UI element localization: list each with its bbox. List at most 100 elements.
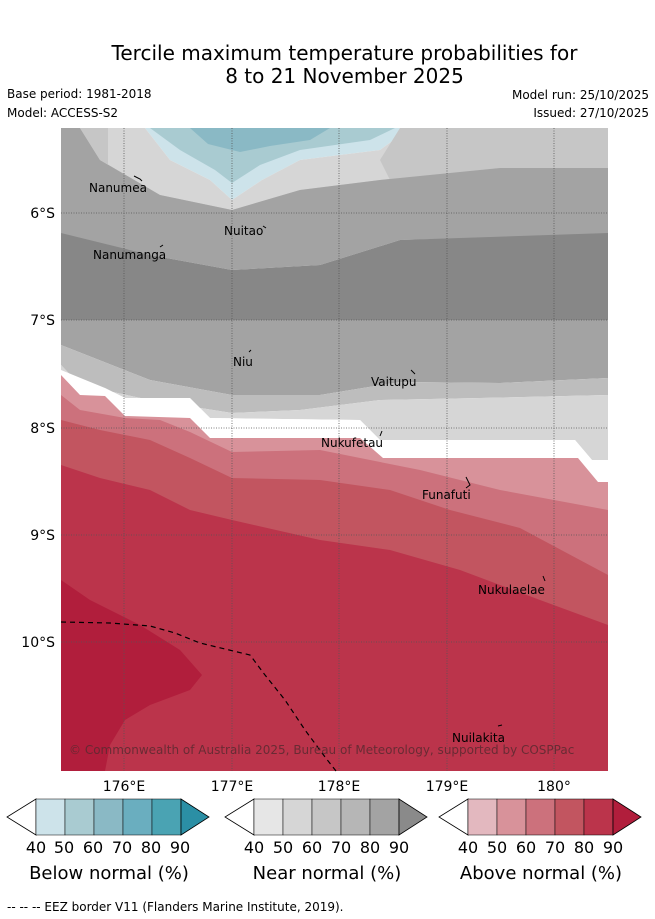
near-normal-70-band [61, 233, 608, 322]
near-tick-80: 80 [359, 838, 381, 857]
x-tick-179e: 179°E [426, 779, 469, 795]
base-period: Base period: 1981-2018 [7, 87, 152, 101]
label-vaitupu: Vaitupu [371, 375, 417, 389]
title-line-2: 8 to 21 November 2025 [225, 64, 464, 88]
chart-title: Tercile maximum temperature probabilitie… [0, 42, 655, 88]
y-tick-10s: 10°S [21, 635, 55, 651]
y-tick-9s: 9°S [30, 528, 55, 544]
below-colorbar-bin-60-70 [93, 798, 124, 836]
above-colorbar-bin-50-60 [496, 798, 527, 836]
issued-date: Issued: 27/10/2025 [533, 106, 649, 120]
label-nuitao: Nuitao [224, 224, 263, 238]
below-tick-60: 60 [82, 838, 104, 857]
near-normal-60-south-band [61, 320, 608, 395]
y-tick-7s: 7°S [30, 313, 55, 329]
map-fill-layers [61, 128, 608, 771]
colorbar-below-label: Below normal (%) [29, 863, 189, 884]
near-colorbar-bin-60-70 [311, 798, 342, 836]
gridlines [123, 128, 555, 771]
title-line-1: Tercile maximum temperature probabilitie… [111, 41, 578, 65]
label-nukufetau: Nukufetau [321, 436, 383, 450]
above-colorbar-over-arrow [612, 798, 642, 836]
label-funafuti: Funafuti [422, 488, 471, 502]
near-tick-90: 90 [388, 838, 410, 857]
gridlines-latitude [61, 212, 608, 643]
above-colorbar-bin-40-50 [467, 798, 498, 836]
below-colorbar-under-arrow [6, 798, 37, 836]
y-axis-ticks: 6°S 7°S 8°S 9°S 10°S [21, 206, 55, 651]
colorbar-above-normal [438, 798, 642, 836]
label-niu: Niu [233, 355, 253, 369]
near-tick-60: 60 [301, 838, 323, 857]
above-colorbar-bin-80-90 [583, 798, 614, 836]
x-tick-177e: 177°E [211, 779, 254, 795]
place-labels: Nanumea Nuitao Nanumanga Niu Vaitupu Nuk… [89, 181, 545, 745]
island-nanumanga [159, 244, 164, 248]
above-tick-80: 80 [573, 838, 595, 857]
above-normal-70-band [61, 465, 608, 771]
near-normal-50-south-band [61, 345, 608, 413]
white-gap-band [61, 370, 608, 482]
below-normal-60-band [190, 128, 330, 152]
above-colorbar-bin-60-70 [525, 798, 556, 836]
copyright-notice: © Commonwealth of Australia 2025, Bureau… [69, 743, 574, 757]
near-colorbar-over-arrow [398, 798, 428, 836]
colorbar-near-normal [224, 798, 428, 836]
below-tick-80: 80 [140, 838, 162, 857]
island-niu [248, 349, 252, 353]
near-colorbar-bin-40-50 [253, 798, 284, 836]
island-glyphs [133, 175, 546, 727]
x-tick-180: 180° [537, 779, 571, 795]
below-colorbar-bin-40-50 [35, 798, 66, 836]
model-run: Model run: 25/10/2025 [511, 88, 649, 102]
above-tick-60: 60 [515, 838, 537, 857]
island-nanumea [133, 175, 143, 182]
island-funafuti [465, 476, 471, 489]
eez-border-line [60, 621, 337, 772]
above-tick-50: 50 [486, 838, 508, 857]
near-normal-40-south-band [61, 365, 608, 460]
x-tick-178e: 178°E [318, 779, 361, 795]
eez-legend: -- -- -- EEZ border V11 (Flanders Marine… [7, 900, 344, 914]
near-tick-50: 50 [272, 838, 294, 857]
x-axis-ticks: 176°E 177°E 178°E 179°E 180° [103, 779, 571, 795]
label-nanumanga: Nanumanga [93, 248, 166, 262]
y-tick-8s: 8°S [30, 421, 55, 437]
island-nukulaelae [542, 575, 546, 582]
island-vaitupu [410, 369, 416, 375]
label-nanumea: Nanumea [89, 181, 147, 195]
near-tick-70: 70 [330, 838, 352, 857]
island-nuilakita [497, 724, 503, 727]
label-nuilakita: Nuilakita [452, 731, 505, 745]
below-colorbar-bin-80-90 [151, 798, 182, 836]
below-tick-40: 40 [25, 838, 47, 857]
colorbar-near-label: Near normal (%) [252, 863, 402, 884]
above-colorbar-under-arrow [438, 798, 469, 836]
above-tick-40: 40 [457, 838, 479, 857]
below-tick-50: 50 [53, 838, 75, 857]
below-colorbar-over-arrow [180, 798, 210, 836]
near-normal-60-band [61, 128, 608, 270]
below-tick-90: 90 [169, 838, 191, 857]
y-tick-6s: 6°S [30, 206, 55, 222]
near-colorbar-bin-50-60 [282, 798, 313, 836]
near-tick-40: 40 [243, 838, 265, 857]
near-colorbar-under-arrow [224, 798, 255, 836]
above-normal-80-band [61, 580, 202, 771]
model-name: Model: ACCESS-S2 [7, 106, 119, 120]
above-colorbar-bin-70-80 [554, 798, 585, 836]
above-tick-90: 90 [602, 838, 624, 857]
near-colorbar-bin-80-90 [369, 798, 400, 836]
below-colorbar-bin-50-60 [64, 798, 95, 836]
island-nukufetau [379, 430, 383, 437]
near-colorbar-bin-70-80 [340, 798, 371, 836]
below-colorbar-bin-70-80 [122, 798, 153, 836]
x-tick-176e: 176°E [103, 779, 146, 795]
colorbar-above-label: Above normal (%) [459, 863, 623, 884]
label-nukulaelae: Nukulaelae [478, 583, 545, 597]
below-tick-70: 70 [111, 838, 133, 857]
island-nuitao [262, 225, 267, 229]
colorbar-below-normal [6, 798, 210, 836]
above-tick-70: 70 [544, 838, 566, 857]
